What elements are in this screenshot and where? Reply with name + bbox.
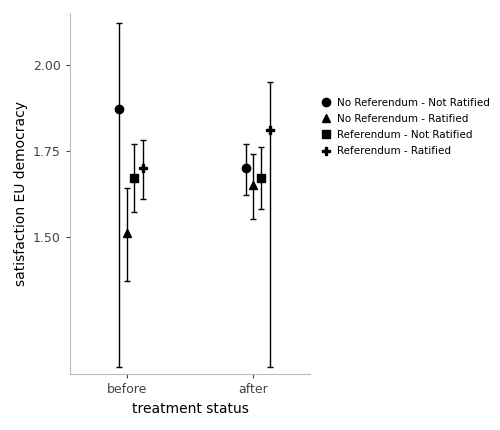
Legend: No Referendum - Not Ratified, No Referendum - Ratified, Referendum - Not Ratifie: No Referendum - Not Ratified, No Referen… — [320, 98, 490, 157]
Y-axis label: satisfaction EU democracy: satisfaction EU democracy — [14, 101, 28, 286]
X-axis label: treatment status: treatment status — [132, 402, 248, 416]
